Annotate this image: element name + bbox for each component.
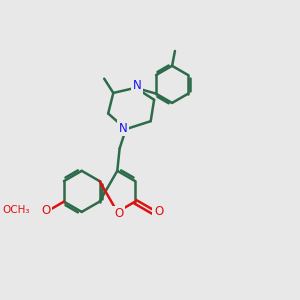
Text: O: O	[154, 206, 163, 218]
Text: OCH₃: OCH₃	[2, 206, 30, 215]
Text: O: O	[41, 204, 50, 217]
Text: N: N	[118, 122, 127, 135]
Text: O: O	[114, 207, 123, 220]
Text: N: N	[133, 79, 142, 92]
